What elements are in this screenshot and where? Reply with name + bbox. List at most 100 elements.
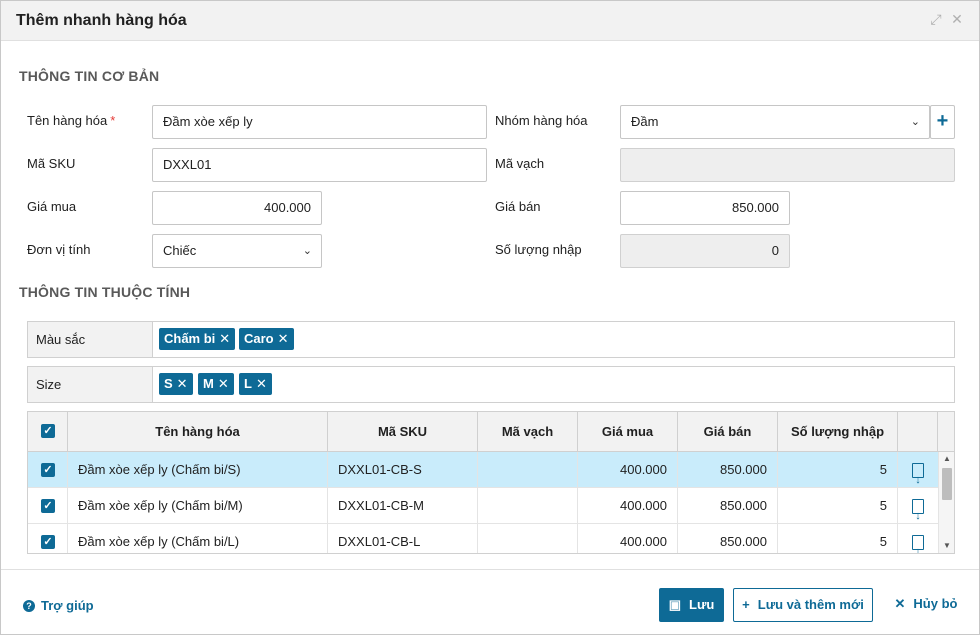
remove-tag-icon[interactable]: ✕ bbox=[277, 331, 289, 346]
save-label: Lưu bbox=[689, 597, 715, 612]
cell-sku: DXXL01-CB-S bbox=[328, 452, 478, 488]
help-icon: ? bbox=[23, 600, 35, 612]
cell-sell-price[interactable]: 850.000 bbox=[678, 488, 778, 524]
table-scrollbar[interactable]: ▲ ▼ bbox=[938, 452, 954, 553]
cell-barcode[interactable] bbox=[478, 488, 578, 524]
table-row[interactable]: ✓ Đầm xòe xếp ly (Chấm bi/L) DXXL01-CB-L… bbox=[28, 524, 938, 553]
tag-size-l: L ✕ bbox=[239, 373, 272, 395]
buy-price-input[interactable]: 400.000 bbox=[152, 191, 322, 225]
plus-icon: + bbox=[936, 110, 949, 132]
product-group-select[interactable]: Đầm ⌄ bbox=[620, 105, 930, 139]
cancel-button[interactable]: ✕ Hủy bỏ bbox=[886, 588, 966, 622]
cancel-label: Hủy bỏ bbox=[913, 596, 958, 611]
cell-sku: DXXL01-CB-M bbox=[328, 488, 478, 524]
cell-sell-price[interactable]: 850.000 bbox=[678, 452, 778, 488]
import-qty-input: 0 bbox=[620, 234, 790, 268]
column-header-sell-price: Giá bán bbox=[678, 412, 778, 452]
sku-input[interactable]: DXXL01 bbox=[152, 148, 487, 182]
cell-import-qty[interactable]: 5 bbox=[778, 452, 898, 488]
row-checkbox[interactable]: ✓ bbox=[41, 535, 55, 549]
chevron-down-icon: ⌄ bbox=[302, 245, 312, 257]
column-header-action bbox=[898, 412, 938, 452]
scroll-up-icon[interactable]: ▲ bbox=[943, 454, 951, 463]
product-name-label-text: Tên hàng hóa bbox=[27, 113, 108, 128]
section-title-attributes: THÔNG TIN THUỘC TÍNH bbox=[19, 284, 191, 300]
close-icon: ✕ bbox=[894, 596, 906, 611]
dialog-title: Thêm nhanh hàng hóa bbox=[16, 12, 187, 29]
cell-name: Đầm xòe xếp ly (Chấm bi/S) bbox=[68, 452, 328, 488]
chevron-down-icon: ⌄ bbox=[910, 116, 920, 128]
required-mark: * bbox=[110, 113, 116, 128]
tag-size-m: M ✕ bbox=[198, 373, 234, 395]
unit-select[interactable]: Chiếc ⌄ bbox=[152, 234, 322, 268]
section-title-basic: THÔNG TIN CƠ BẢN bbox=[19, 68, 160, 84]
import-icon[interactable] bbox=[912, 462, 924, 488]
tag-cham-bi: Chấm bi ✕ bbox=[159, 328, 236, 350]
remove-tag-icon[interactable]: ✕ bbox=[219, 331, 231, 346]
column-header-import-qty: Số lượng nhập bbox=[778, 412, 898, 452]
unit-value: Chiếc bbox=[163, 243, 197, 258]
sku-label: Mã SKU bbox=[27, 156, 76, 171]
cell-sell-price[interactable]: 850.000 bbox=[678, 524, 778, 553]
attribute-row-size: Size S ✕ M ✕ L ✕ bbox=[27, 366, 955, 403]
row-checkbox-cell: ✓ bbox=[28, 524, 68, 553]
row-checkbox[interactable]: ✓ bbox=[41, 499, 55, 513]
cell-barcode[interactable] bbox=[478, 524, 578, 553]
cell-buy-price[interactable]: 400.000 bbox=[578, 524, 678, 553]
column-header-name: Tên hàng hóa bbox=[68, 412, 328, 452]
save-icon: ▣ bbox=[668, 597, 681, 612]
import-icon[interactable] bbox=[912, 498, 924, 524]
variants-table: ✓ Tên hàng hóa Mã SKU Mã vạch Giá mua Gi… bbox=[27, 411, 955, 554]
column-header-buy-price: Giá mua bbox=[578, 412, 678, 452]
cell-action bbox=[898, 452, 938, 488]
buy-price-label: Giá mua bbox=[27, 199, 77, 214]
tag-label: S bbox=[164, 376, 173, 391]
cell-barcode[interactable] bbox=[478, 452, 578, 488]
table-row[interactable]: ✓ Đầm xòe xếp ly (Chấm bi/M) DXXL01-CB-M… bbox=[28, 488, 938, 524]
select-all-checkbox[interactable]: ✓ bbox=[41, 424, 55, 438]
plus-icon: + bbox=[742, 597, 750, 612]
save-and-new-label: Lưu và thêm mới bbox=[757, 597, 864, 612]
tag-size-s: S ✕ bbox=[159, 373, 193, 395]
remove-tag-icon[interactable]: ✕ bbox=[217, 376, 229, 391]
header-checkbox-cell: ✓ bbox=[28, 412, 68, 452]
import-icon[interactable] bbox=[912, 534, 924, 553]
sell-price-input[interactable]: 850.000 bbox=[620, 191, 790, 225]
cell-import-qty[interactable]: 5 bbox=[778, 488, 898, 524]
product-name-label: Tên hàng hóa * bbox=[27, 113, 115, 128]
unit-label: Đơn vị tính bbox=[27, 242, 91, 257]
barcode-input bbox=[620, 148, 955, 182]
scroll-down-icon[interactable]: ▼ bbox=[943, 541, 951, 550]
expand-icon[interactable]: ⤢ bbox=[930, 11, 942, 27]
tag-caro: Caro ✕ bbox=[239, 328, 294, 350]
cell-sku: DXXL01-CB-L bbox=[328, 524, 478, 553]
color-attribute-label: Màu sắc bbox=[28, 322, 153, 357]
column-header-barcode: Mã vạch bbox=[478, 412, 578, 452]
cell-buy-price[interactable]: 400.000 bbox=[578, 488, 678, 524]
tag-label: Caro bbox=[244, 331, 274, 346]
size-attribute-label: Size bbox=[28, 367, 153, 402]
add-group-button[interactable]: + bbox=[930, 105, 955, 139]
row-checkbox-cell: ✓ bbox=[28, 452, 68, 488]
remove-tag-icon[interactable]: ✕ bbox=[255, 376, 267, 391]
cell-action bbox=[898, 524, 938, 553]
remove-tag-icon[interactable]: ✕ bbox=[176, 376, 188, 391]
help-link[interactable]: ? Trợ giúp bbox=[23, 598, 94, 613]
column-header-scroll-spacer bbox=[938, 412, 954, 452]
row-checkbox[interactable]: ✓ bbox=[41, 463, 55, 477]
attribute-row-color: Màu sắc Chấm bi ✕ Caro ✕ bbox=[27, 321, 955, 358]
close-icon[interactable]: ✕ bbox=[951, 11, 963, 27]
product-group-label: Nhóm hàng hóa bbox=[495, 113, 588, 128]
table-row[interactable]: ✓ Đầm xòe xếp ly (Chấm bi/S) DXXL01-CB-S… bbox=[28, 452, 938, 488]
cell-action bbox=[898, 488, 938, 524]
barcode-label: Mã vạch bbox=[495, 156, 545, 171]
scroll-thumb[interactable] bbox=[942, 468, 952, 500]
cell-import-qty[interactable]: 5 bbox=[778, 524, 898, 553]
save-and-new-button[interactable]: + Lưu và thêm mới bbox=[733, 588, 873, 622]
save-button[interactable]: ▣ Lưu bbox=[659, 588, 724, 622]
help-label: Trợ giúp bbox=[41, 598, 94, 613]
row-checkbox-cell: ✓ bbox=[28, 488, 68, 524]
cell-buy-price[interactable]: 400.000 bbox=[578, 452, 678, 488]
product-name-input[interactable]: Đầm xòe xếp ly bbox=[152, 105, 487, 139]
